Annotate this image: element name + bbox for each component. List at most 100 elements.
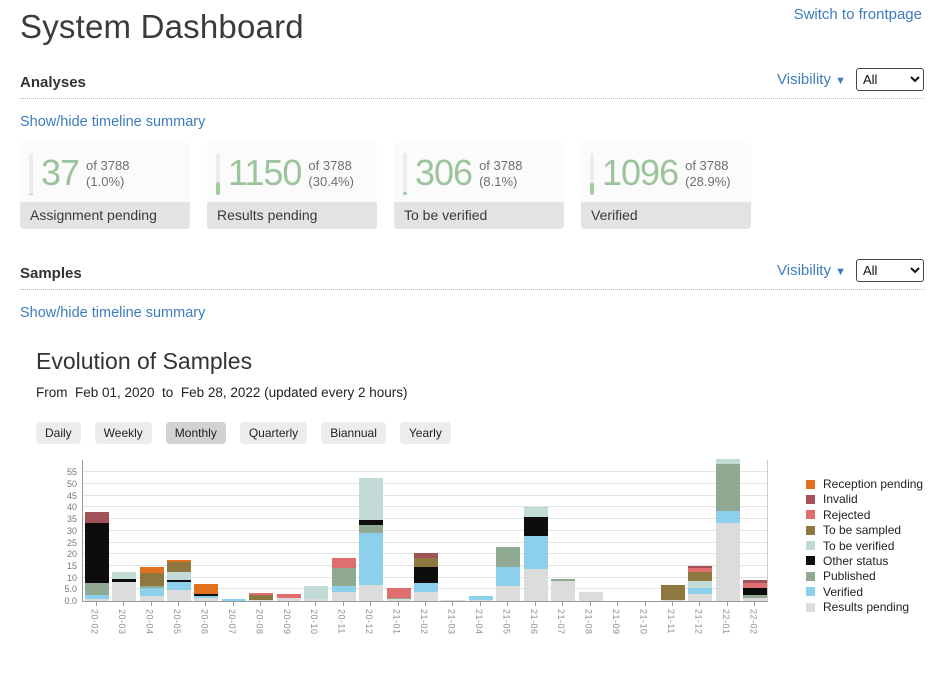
bar-segment [167,571,192,580]
analyses-section: Analyses Visibility ▼ All Show/hide time… [20,68,924,229]
analyses-visibility-select[interactable]: All [856,68,924,91]
x-tick-label: 20-12 [364,609,375,635]
legend-label: Published [823,569,876,584]
gridline [83,483,767,484]
stat-count: 1150 [228,152,302,193]
legend-label: Invalid [823,492,858,507]
chart-title: Evolution of Samples [36,348,253,374]
x-tick-label: 22-01 [720,609,731,635]
y-tick-label: 40 [66,502,77,513]
gridline [83,529,767,531]
x-tick-label: 20-04 [144,609,155,635]
bar-21-11 [660,584,685,601]
y-tick-label: 35 [66,514,77,525]
x-tick [644,602,646,606]
bar-21-02 [414,553,438,601]
y-tick-label: 5.0 [64,584,77,595]
bar-21-12 [688,565,713,601]
x-tick-label: 21-08 [583,609,594,635]
legend-item: Results pending [806,601,923,613]
tab-quarterly[interactable]: Quarterly [239,422,308,444]
bar-20-03 [112,571,137,601]
x-axis: 20-02 20-03 20-04 20-05 20-06 20-07 20-08 20-09… [82,602,768,648]
bar-segment [414,557,438,568]
tab-daily[interactable]: Daily [36,422,81,444]
samples-timeline-toggle-link[interactable]: Show/hide timeline summary [20,305,206,321]
samples-visibility-toggle[interactable]: Visibility ▼ [777,262,846,279]
legend-swatch [806,525,815,535]
x-tick [370,602,372,606]
stat-label: To be verified [394,202,564,229]
bar-20-10 [304,585,329,601]
mini-progress-bar [590,153,594,195]
chart-legend: Reception pending Invalid Rejected To be sa… [806,460,923,648]
samples-visibility-select[interactable]: All [856,259,924,282]
x-tick-label: 20-03 [117,609,128,635]
bar-segment [194,583,219,595]
legend-label: Rejected [823,507,871,522]
stat-card[interactable]: 1096 of 3788 (28.9%) Verified [581,142,751,229]
legend-swatch [806,479,815,489]
stat-sub: of 3788 (8.1%) [479,151,522,196]
legend-swatch [806,587,815,597]
tab-weekly[interactable]: Weekly [94,422,152,444]
analyses-heading: Analyses [20,74,86,91]
bar-segment [441,599,466,601]
x-tick-label: 20-06 [199,609,210,635]
x-tick-label: 21-12 [693,609,704,635]
bar-21-03 [441,599,466,601]
bar-segment [359,520,384,525]
x-tick [260,602,262,606]
divider [20,289,924,290]
stat-card[interactable]: 1150 of 3788 (30.4%) Results pending [207,142,377,229]
x-tick-label: 20-10 [309,609,320,635]
tab-monthly[interactable]: Monthly [165,422,226,444]
bar-20-09 [276,594,301,601]
x-tick-label: 21-02 [419,609,429,635]
chart-subtitle: From Feb 01, 2020 to Feb 28, 2022 (updat… [36,385,408,400]
x-tick [617,602,619,606]
bar-22-02 [743,579,768,601]
x-tick [534,602,536,606]
bar-segment [715,522,740,601]
bar-segment [743,597,768,601]
x-tick [699,602,701,606]
tab-biannual[interactable]: Biannual [321,422,386,444]
y-tick-label: 45 [66,490,77,501]
stat-total: of 3788 [86,158,130,173]
bar-segment [414,553,438,558]
gridline [83,541,767,543]
chevron-down-icon: ▼ [835,266,846,278]
stat-card[interactable]: 306 of 3788 (8.1%) To be verified [394,142,564,229]
bar-segment [688,593,713,601]
analyses-timeline-toggle-link[interactable]: Show/hide timeline summary [20,114,206,130]
legend-item: Published [806,570,923,582]
stat-count: 37 [41,152,80,193]
bar-segment [578,591,603,601]
bar-segment [84,522,109,584]
x-tick [232,602,234,606]
bar-segment [84,595,109,599]
x-tick-label: 22-02 [748,609,759,635]
bar-segment [249,592,274,596]
bar-21-08 [578,591,603,601]
bar-segment [386,598,411,601]
legend-swatch [806,494,815,504]
bar-segment [167,579,192,583]
x-tick [452,602,454,606]
tab-yearly[interactable]: Yearly [399,422,451,444]
legend-swatch [806,571,815,581]
stat-card[interactable]: 37 of 3788 (1.0%) Assignment pending [20,142,190,229]
gridline [83,494,767,496]
chart-plot [82,459,768,602]
analyses-visibility-toggle[interactable]: Visibility ▼ [777,71,846,88]
bar-segment [496,567,521,586]
bar-segment [496,585,521,601]
bar-segment [523,516,548,536]
bar-segment [167,582,192,591]
gridline [83,518,767,520]
stacked-bar-chart: 0.0 5.0 10 15 20 25 30 35 40 45 50 55 20-02 20-03 20-… [36,459,924,648]
switch-to-frontpage-link[interactable]: Switch to frontpage [793,6,922,23]
x-tick-label: 21-10 [638,609,649,635]
